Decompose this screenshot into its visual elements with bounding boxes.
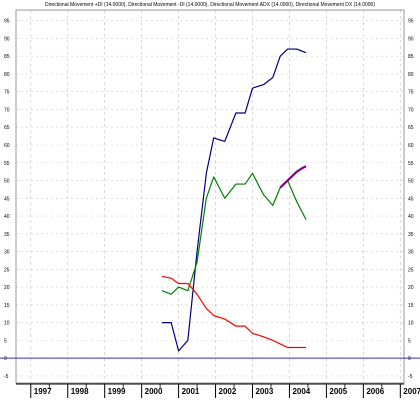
y-tick-label: 30 (408, 250, 414, 256)
y-tick-label: 50 (4, 179, 10, 185)
series-line-4 (279, 165, 307, 189)
y-tick-label: 10 (408, 321, 414, 327)
y-tick-label: 0 (408, 356, 411, 362)
x-tick-label: 1999 (108, 387, 126, 396)
y-tick-label: 55 (4, 161, 10, 167)
x-tick-label: 2005 (329, 387, 347, 396)
y-tick-label: 60 (4, 143, 10, 149)
plot-frame (0, 9, 420, 384)
y-tick-label: 70 (4, 107, 10, 113)
y-tick-label: 85 (408, 54, 414, 60)
y-tick-label: 25 (408, 267, 414, 273)
plot-border (15, 9, 405, 384)
x-tick-label: 2000 (145, 387, 163, 396)
y-tick-label: 70 (408, 107, 414, 113)
x-tick-label: 2003 (255, 387, 273, 396)
y-tick-label: 15 (408, 303, 414, 309)
y-tick-label: 90 (408, 36, 414, 42)
y-tick-label: 15 (4, 303, 10, 309)
y-tick-label: 20 (408, 285, 414, 291)
x-axis: 1997 1998 1999 2000 2001 2002 2003 2004 2005 2006… (16, 383, 420, 398)
grid (16, 10, 404, 383)
x-tick-label: 2006 (366, 387, 384, 396)
series-line-1 (161, 48, 307, 352)
x-tick-label: 1998 (71, 387, 89, 396)
y-tick-label: 85 (4, 54, 10, 60)
y-tick-label: 35 (4, 232, 10, 238)
y-tick-label: 30 (4, 250, 10, 256)
y-tick-label: 40 (4, 214, 10, 220)
y-tick-label: 95 (4, 19, 10, 25)
y-tick-label: 65 (4, 125, 10, 131)
y-tick-label: 75 (408, 90, 414, 96)
y-tick-label: 40 (408, 214, 414, 220)
y-tick-label: 90 (4, 36, 10, 42)
x-tick-label: 2004 (292, 387, 310, 396)
y-tick-label: 80 (408, 72, 414, 78)
y-tick-label: 80 (4, 72, 10, 78)
y-tick-label: -5 (4, 374, 9, 380)
y-tick-label: 0 (4, 356, 7, 362)
y-tick-label: 75 (4, 90, 10, 96)
y-tick-label: 5 (408, 338, 411, 344)
y-axis-left: -5 0 5 10 15 20 25 30 35 40 45 50 55 60 65 70 75 80 85 90 95 (4, 19, 10, 380)
x-tick-label: 2001 (182, 387, 200, 396)
x-tick-label: 2002 (219, 387, 237, 396)
y-tick-label: 10 (4, 321, 10, 327)
y-tick-label: 20 (4, 285, 10, 291)
y-tick-label: 5 (4, 338, 7, 344)
series-line-2 (161, 275, 307, 349)
y-tick-label: 60 (408, 143, 414, 149)
y-tick-label: 25 (4, 267, 10, 273)
y-tick-label: 55 (408, 161, 414, 167)
y-tick-label: 45 (4, 196, 10, 202)
y-tick-label: 95 (408, 19, 414, 25)
chart-title: Directional Movement +DI (14.0000), Dire… (45, 2, 375, 8)
x-tick-label: 1997 (34, 387, 52, 396)
y-axis-right: -5 0 5 10 15 20 25 30 35 40 45 50 55 60 65 70 75 80 85 90 95 (408, 19, 414, 380)
y-tick-label: 35 (408, 232, 414, 238)
y-tick-label: 45 (408, 196, 414, 202)
series-lines (161, 48, 307, 352)
y-tick-label: 65 (408, 125, 414, 131)
x-tick-label: 2007 (403, 387, 420, 396)
y-tick-label: -5 (408, 374, 413, 380)
y-tick-label: 50 (408, 179, 414, 185)
